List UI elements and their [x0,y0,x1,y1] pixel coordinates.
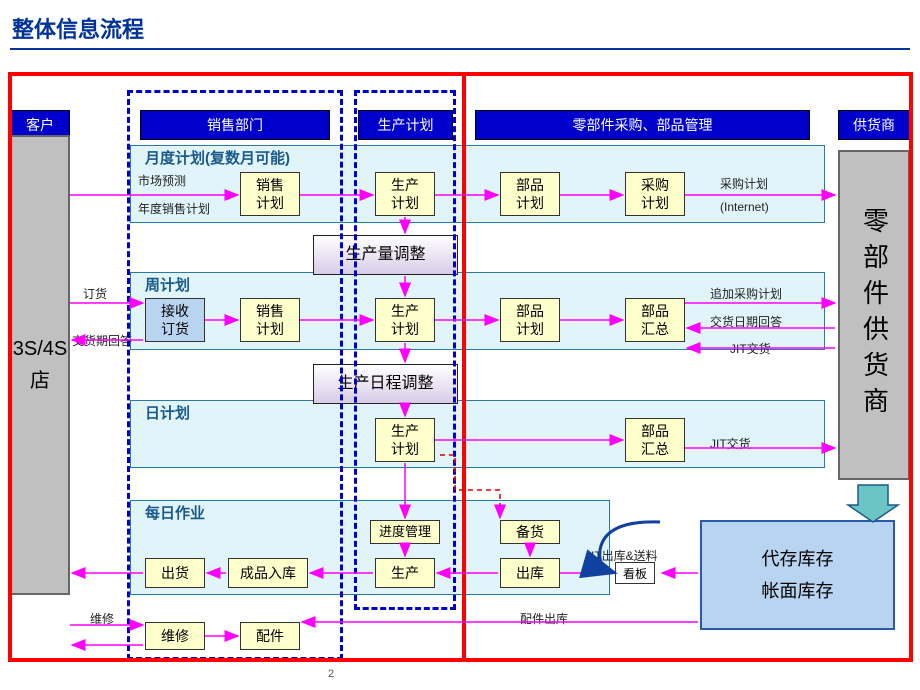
node-prod-plan-d: 生产 计划 [375,418,435,462]
panel-daily [130,400,825,468]
label-jit-deliv2: JIT交货 [710,435,751,452]
node-sales-plan-w: 销售 计划 [240,298,300,342]
label-jit-out-kanban: JIT出库&送料 [585,547,658,564]
node-prod-vol-adj: 生产量调整 [313,235,458,275]
node-progress: 进度管理 [370,520,440,544]
customer-label: 3S/4S 店 [13,333,67,397]
node-parts-sum-d: 部品 汇总 [625,418,685,462]
label-internet: (Internet) [720,200,769,214]
label-annual-sales: 年度销售计划 [138,200,210,217]
page-title: 整体信息流程 [0,0,920,48]
row-title-daily: 日计划 [145,402,190,423]
col-header-production: 生产计划 [358,110,453,140]
node-prod-plan-m: 生产 计划 [375,172,435,216]
node-sales-plan-m: 销售 计划 [240,172,300,216]
node-parts-plan-w: 部品 计划 [500,298,560,342]
node-prepare: 备货 [500,520,560,544]
label-repair: 维修 [90,610,114,627]
label-deliv-date-reply: 交货日期回答 [710,313,782,330]
node-repair: 维修 [145,622,205,650]
node-fg-in: 成品入库 [228,558,308,588]
node-produce: 生产 [375,558,435,588]
label-jit-deliv: JIT交货 [730,340,771,357]
node-purchase-plan-m: 采购 计划 [625,172,685,216]
row-title-monthly: 月度计划(复数月可能) [145,147,290,168]
node-ship: 出货 [145,558,205,588]
node-inventory: 代存库存 帐面库存 [700,520,895,630]
node-prod-sched-adj: 生产日程调整 [313,364,458,404]
node-parts: 配件 [240,622,300,650]
col-header-procurement: 零部件采购、部品管理 [475,110,810,140]
label-add-purchase: 追加采购计划 [710,285,782,302]
label-purchase-plan: 采购计划 [720,175,768,192]
node-parts-sum-w: 部品 汇总 [625,298,685,342]
node-parts-plan-m: 部品 计划 [500,172,560,216]
panel-weekly [130,272,825,350]
label-mkt-forecast: 市场预测 [138,172,186,189]
node-kanban: 看板 [615,562,655,584]
label-deliv-reply: 交货期回答 [72,332,132,349]
col-header-supplier: 供货商 [838,110,910,140]
supplier-box: 零部件供货商 [838,150,910,480]
diagram-canvas: 客户 销售部门 生产计划 零部件采购、部品管理 供货商 3S/4S 店 零部件供… [0,50,920,690]
label-parts-out: 配件出库 [520,610,568,627]
row-title-weekly: 周计划 [145,274,190,295]
node-out-stock: 出库 [500,558,560,588]
label-order: 订货 [83,285,107,302]
node-prod-plan-w: 生产 计划 [375,298,435,342]
col-header-sales: 销售部门 [140,110,330,140]
customer-box: 3S/4S 店 [10,135,70,595]
node-recv-order: 接收 订货 [145,298,205,342]
row-title-ops: 每日作业 [145,502,205,523]
page-number: 2 [328,668,334,680]
